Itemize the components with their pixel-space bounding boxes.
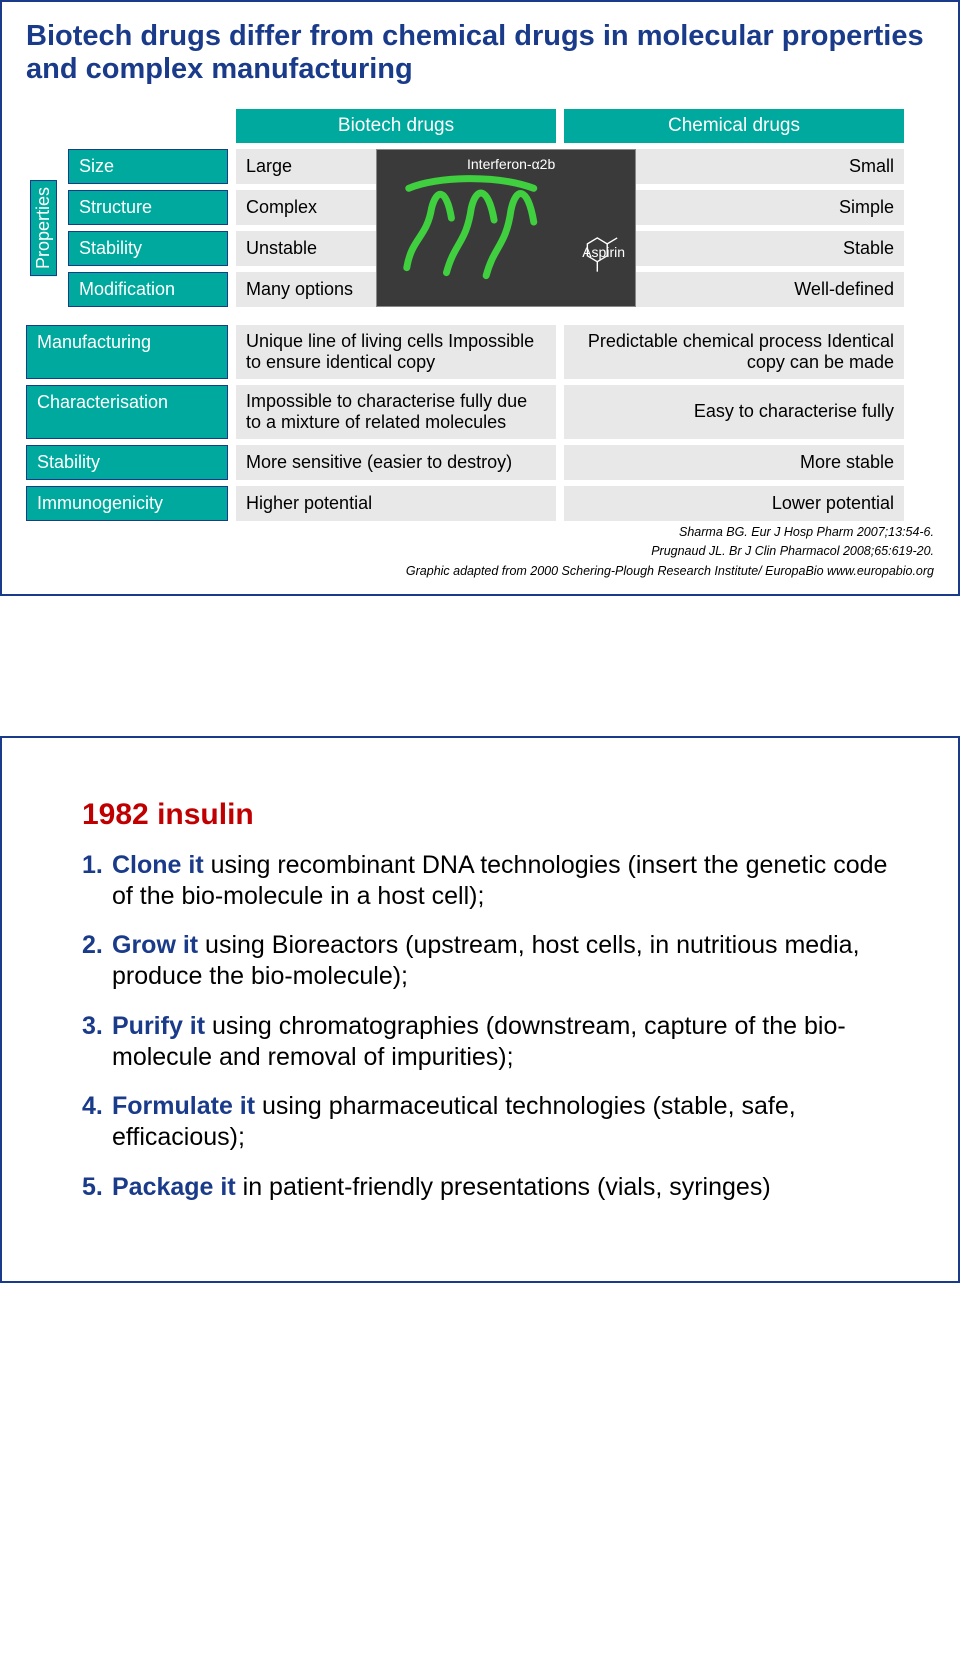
row-label-immunogenicity: Immunogenicity <box>26 486 228 521</box>
col-header-chemical: Chemical drugs <box>564 109 904 143</box>
interferon-label: Interferon-α2b <box>467 156 555 172</box>
step-lead: Purify it <box>112 1012 205 1040</box>
row-label-stability2: Stability <box>26 445 228 480</box>
step-rest: using chromatographies (downstream, capt… <box>112 1012 846 1071</box>
cell-characterisation-bio: Impossible to characterise fully due to … <box>236 385 556 439</box>
step-lead: Clone it <box>112 851 204 879</box>
slide-1982-insulin: 1982 insulin Clone it using recombinant … <box>0 736 960 1283</box>
slide-biotech-vs-chemical: Biotech drugs differ from chemical drugs… <box>0 0 960 596</box>
list-item: Purify it using chromatographies (downst… <box>82 1011 908 1074</box>
cell-immunogenicity-bio: Higher potential <box>236 486 556 521</box>
cell-stability2-bio: More sensitive (easier to destroy) <box>236 445 556 480</box>
list-item: Formulate it using pharmaceutical techno… <box>82 1091 908 1154</box>
list-item: Package it in patient-friendly presentat… <box>82 1172 908 1203</box>
cell-manufacturing-chem: Predictable chemical process Identical c… <box>564 325 904 379</box>
citation-line-1: Sharma BG. Eur J Hosp Pharm 2007;13:54-6… <box>26 525 934 541</box>
row-label-modification: Modification <box>68 272 228 307</box>
row-label-stability: Stability <box>68 231 228 266</box>
citation-line-2: Prugnaud JL. Br J Clin Pharmacol 2008;65… <box>26 544 934 560</box>
citation-line-3: Graphic adapted from 2000 Schering-Ploug… <box>26 564 934 580</box>
comparison-table: Biotech drugs Chemical drugs Properties … <box>26 109 934 521</box>
properties-group-label: Properties <box>30 180 57 276</box>
step-rest: using recombinant DNA technologies (inse… <box>112 851 887 910</box>
properties-group-label-cell: Properties <box>26 149 60 307</box>
slide-title: Biotech drugs differ from chemical drugs… <box>26 20 934 87</box>
protein-structure-icon <box>377 150 635 306</box>
insulin-steps-list: Clone it using recombinant DNA technolog… <box>82 850 908 1203</box>
row-label-characterisation: Characterisation <box>26 385 228 439</box>
cell-manufacturing-bio: Unique line of living cells Impossible t… <box>236 325 556 379</box>
row-label-size: Size <box>68 149 228 184</box>
list-item: Grow it using Bioreactors (upstream, hos… <box>82 930 908 993</box>
step-rest: using Bioreactors (upstream, host cells,… <box>112 931 860 990</box>
insulin-title: 1982 insulin <box>82 798 908 832</box>
row-label-structure: Structure <box>68 190 228 225</box>
cell-characterisation-chem: Easy to characterise fully <box>564 385 904 439</box>
cell-stability2-chem: More stable <box>564 445 904 480</box>
step-rest: in patient-friendly presentations (vials… <box>236 1173 771 1201</box>
col-header-biotech: Biotech drugs <box>236 109 556 143</box>
step-lead: Formulate it <box>112 1092 255 1120</box>
cell-immunogenicity-chem: Lower potential <box>564 486 904 521</box>
row-label-manufacturing: Manufacturing <box>26 325 228 379</box>
step-lead: Package it <box>112 1173 236 1201</box>
aspirin-label: Aspirin <box>582 244 625 260</box>
list-item: Clone it using recombinant DNA technolog… <box>82 850 908 913</box>
step-lead: Grow it <box>112 931 198 959</box>
